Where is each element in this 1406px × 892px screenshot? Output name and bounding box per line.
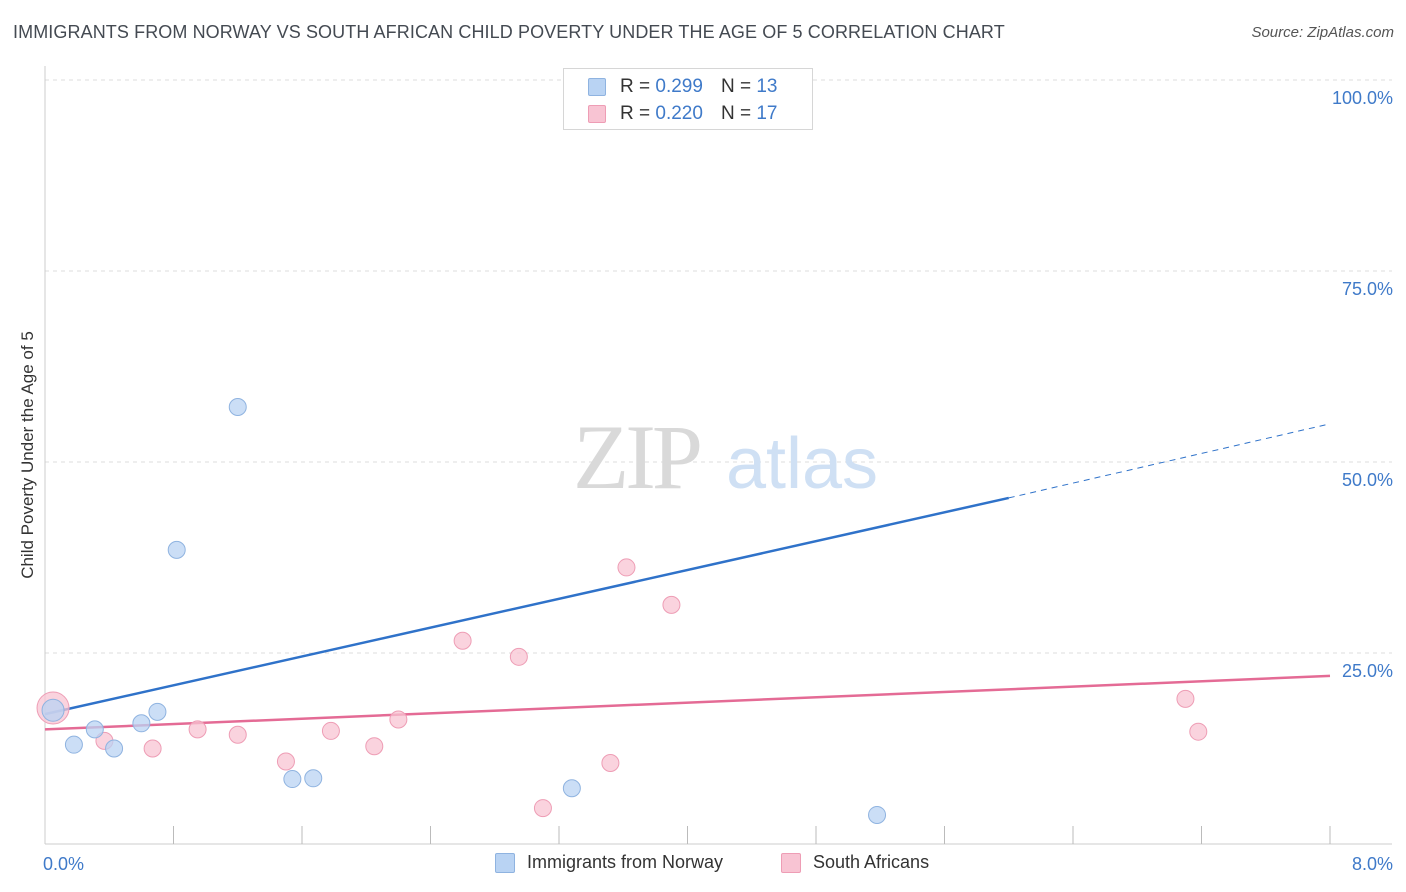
x-tick-label: 0.0% bbox=[43, 854, 84, 874]
point-norway bbox=[167, 540, 186, 559]
point-norway bbox=[41, 698, 65, 722]
watermark: ZIP atlas bbox=[573, 406, 878, 508]
point-south-africans bbox=[601, 754, 620, 773]
point-south-africans bbox=[617, 558, 636, 577]
legend-r-label: R = bbox=[620, 76, 651, 97]
point-south-africans bbox=[1176, 689, 1195, 708]
legend-swatch-norway bbox=[588, 78, 606, 96]
legend-swatch-south-africans bbox=[588, 105, 606, 123]
trend-line-norway-projection bbox=[1008, 423, 1331, 499]
point-norway bbox=[283, 770, 302, 789]
legend-item-south-africans[interactable]: South Africans bbox=[781, 852, 929, 873]
chart-title: IMMIGRANTS FROM NORWAY VS SOUTH AFRICAN … bbox=[13, 22, 1005, 42]
axes bbox=[44, 66, 1392, 845]
point-norway bbox=[132, 714, 151, 733]
gridlines bbox=[45, 79, 1392, 654]
legend-item-norway[interactable]: Immigrants from Norway bbox=[495, 852, 723, 873]
y-tick-label: 75.0% bbox=[1342, 279, 1393, 299]
point-south-africans bbox=[1189, 722, 1208, 741]
legend-row-south-africans: R = 0.220 N = 17 bbox=[588, 102, 777, 126]
point-south-africans bbox=[276, 752, 295, 771]
point-norway bbox=[64, 735, 83, 754]
point-norway bbox=[85, 720, 104, 739]
point-norway bbox=[304, 769, 323, 788]
point-south-africans bbox=[143, 739, 162, 758]
correlation-legend: R = 0.299 N = 13 R = 0.220 N = 17 bbox=[563, 68, 813, 130]
data-points bbox=[36, 71, 1208, 824]
point-south-africans bbox=[389, 710, 408, 729]
point-south-africans bbox=[321, 721, 340, 740]
legend-swatch-norway bbox=[495, 852, 515, 873]
tick-labels: 25.0% 50.0% 75.0% 100.0% 0.0% 8.0% bbox=[43, 88, 1393, 874]
watermark-atlas: atlas bbox=[726, 424, 878, 504]
series-legend: Immigrants from Norway South Africans bbox=[0, 852, 1406, 876]
legend-n-value: 13 bbox=[756, 76, 778, 97]
point-norway bbox=[228, 397, 247, 416]
legend-r-label: R = bbox=[620, 103, 651, 124]
legend-r-value: 0.220 bbox=[655, 103, 703, 124]
y-tick-label: 100.0% bbox=[1332, 88, 1393, 108]
legend-row-norway: R = 0.299 N = 13 bbox=[588, 75, 777, 99]
y-tick-label: 25.0% bbox=[1342, 661, 1393, 681]
legend-n-label: N = bbox=[720, 103, 752, 124]
point-south-africans bbox=[662, 595, 681, 614]
watermark-zip: ZIP bbox=[573, 406, 700, 508]
source-label: Source: ZipAtlas.com bbox=[1251, 24, 1394, 41]
point-norway bbox=[105, 739, 124, 758]
trend-lines bbox=[44, 423, 1331, 731]
legend-swatch-south-africans bbox=[781, 852, 801, 873]
point-south-africans bbox=[365, 737, 384, 756]
y-axis-label: Child Poverty Under the Age of 5 bbox=[18, 331, 37, 579]
point-south-africans bbox=[188, 720, 207, 739]
point-south-africans bbox=[509, 647, 528, 666]
trend-line-south-africans bbox=[44, 674, 1331, 731]
point-norway bbox=[562, 779, 581, 798]
y-tick-label: 50.0% bbox=[1342, 470, 1393, 490]
legend-n-label: N = bbox=[720, 76, 752, 97]
point-norway bbox=[148, 702, 167, 721]
legend-label-south-africans: South Africans bbox=[813, 852, 930, 872]
legend-n-value: 17 bbox=[756, 103, 778, 124]
point-south-africans bbox=[453, 631, 472, 650]
legend-label-norway: Immigrants from Norway bbox=[527, 852, 724, 872]
x-tick-label: 8.0% bbox=[1352, 854, 1393, 874]
point-norway bbox=[868, 805, 887, 824]
point-south-africans bbox=[533, 799, 552, 818]
trend-line-norway bbox=[44, 496, 1010, 716]
point-south-africans bbox=[228, 725, 247, 744]
legend-r-value: 0.299 bbox=[655, 76, 703, 97]
